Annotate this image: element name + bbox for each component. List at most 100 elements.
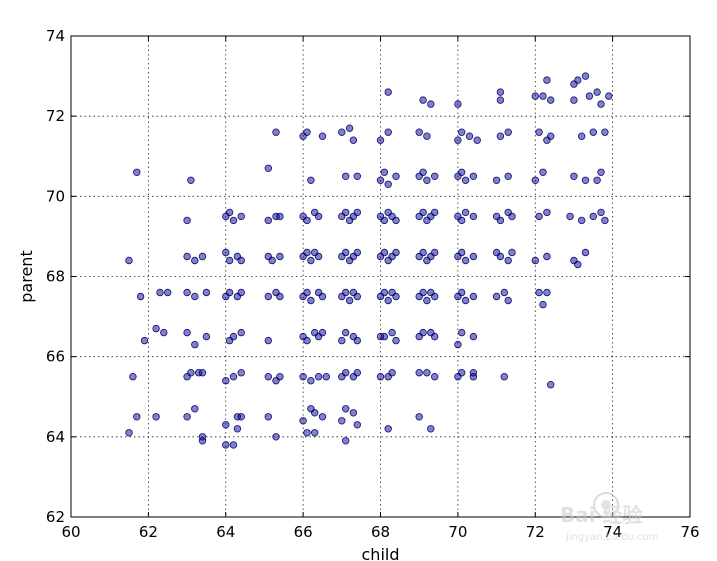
data-point [597,168,605,176]
svg-text:Bai 经验: Bai 经验 [560,503,643,527]
data-point [318,132,327,140]
data-point [380,168,389,176]
data-point [531,256,539,265]
data-point [392,172,400,180]
data-point [547,132,555,140]
data-point [338,128,346,136]
data-point [276,252,284,261]
data-point [415,413,423,421]
data-point [191,340,199,349]
data-point [458,128,466,136]
data-point [392,336,400,345]
data-point [237,212,245,221]
data-point [431,172,439,180]
data-point [191,405,199,413]
data-point [461,208,470,217]
data-point [547,381,555,389]
data-point [570,96,578,104]
data-point [547,96,555,104]
data-point [353,336,361,345]
data-point [264,164,272,172]
data-point [376,373,385,381]
data-point [268,256,276,265]
data-point [380,332,389,341]
data-point [423,176,431,184]
data-point [423,132,431,140]
data-point [187,176,195,184]
data-point [431,332,439,341]
data-point [264,336,272,345]
data-point [125,256,133,265]
data-point [322,373,330,381]
data-point [496,252,505,261]
data-point [539,300,547,309]
data-point [299,373,307,381]
data-point [345,124,354,132]
data-points [125,72,613,449]
data-point [353,248,361,257]
y-tick-label: 72 [46,107,65,125]
data-point [419,96,427,104]
data-point [535,212,543,221]
data-point [229,216,238,225]
data-point [303,288,311,297]
data-point [589,128,597,136]
data-point [318,328,327,337]
data-point [376,176,385,184]
data-point [380,288,389,297]
x-tick-label: 76 [680,523,699,541]
data-point [353,208,361,217]
y-tick-label: 66 [46,348,65,366]
data-point [183,413,191,421]
data-point [183,328,191,337]
x-tick-label: 74 [603,523,622,541]
x-tick-label: 72 [526,523,545,541]
data-point [578,216,586,225]
data-point [458,168,466,176]
data-point [307,377,315,385]
x-axis-label: child [362,545,400,561]
data-point [342,369,350,377]
data-point [303,429,311,437]
data-point [318,413,327,421]
data-point [581,72,590,80]
y-tick-label: 68 [46,268,65,286]
data-point [136,292,145,301]
data-point [605,92,613,100]
data-point [183,252,191,261]
x-tick-label: 60 [61,523,80,541]
data-point [237,413,245,421]
data-point [133,413,141,421]
data-point [376,136,385,144]
data-point [140,336,149,345]
data-point [492,176,501,184]
data-point [222,441,230,449]
x-tick-label: 70 [448,523,467,541]
data-point [276,212,284,221]
data-point [314,373,323,381]
data-point [229,373,238,381]
data-point [388,369,396,377]
y-tick-label: 74 [46,27,65,45]
data-point [198,437,207,445]
data-point [431,208,439,217]
data-point [597,100,605,108]
data-point [539,92,547,100]
data-point [384,88,392,96]
data-point [311,429,319,437]
data-point [454,100,462,108]
data-point [469,172,478,180]
data-point [237,369,245,377]
data-point [342,405,350,413]
data-point [156,288,164,297]
data-point [543,76,551,84]
data-point [458,328,466,337]
data-point [384,296,392,305]
y-tick-label: 62 [46,508,65,526]
data-point [465,132,474,140]
data-point [601,216,609,225]
data-point [469,369,478,377]
data-point [152,413,160,421]
data-point [345,296,354,305]
data-point [191,292,199,301]
